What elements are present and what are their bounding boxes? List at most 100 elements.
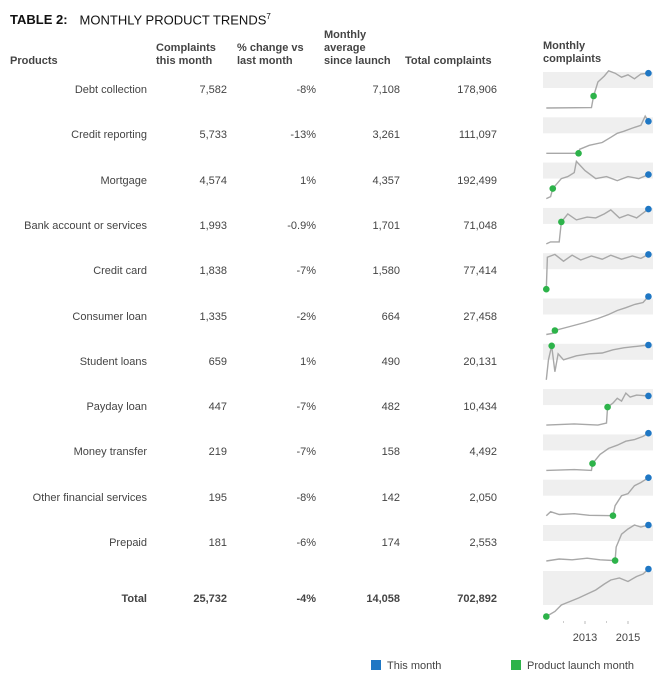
spark-line	[545, 568, 649, 618]
total-row: Total 25,732 -4% 14,058 702,892	[0, 593, 540, 613]
cell-total: 4,492	[469, 446, 497, 459]
cell-product: Prepaid	[109, 537, 147, 549]
spark-band	[543, 389, 653, 406]
launch-marker	[589, 460, 596, 467]
launch-marker	[543, 613, 550, 620]
cell-this-month: 219	[208, 446, 227, 459]
cell-this-month: 4,574	[199, 174, 227, 187]
cell-average: 3,261	[372, 129, 400, 142]
launch-marker	[611, 557, 619, 564]
this-month-marker	[645, 429, 652, 437]
launch-marker	[590, 92, 597, 100]
cell-change: 1%	[300, 174, 316, 187]
cell-total: 192,499	[457, 174, 497, 187]
launch-marker	[609, 512, 617, 519]
header-total: Total complaints	[405, 55, 492, 67]
h1: Monthly	[543, 40, 586, 52]
cell-change: -13%	[290, 129, 316, 142]
cell-product: Payday loan	[86, 401, 147, 414]
cell-change: -7%	[296, 446, 316, 459]
cell-change: -0.9%	[287, 219, 316, 232]
this-month-marker	[645, 69, 652, 77]
cell-total: 20,131	[463, 355, 497, 368]
this-month-marker	[645, 521, 652, 529]
cell-change: -2%	[296, 310, 316, 323]
title-text: MONTHLY PRODUCT TRENDS	[79, 12, 267, 28]
h2: this month	[156, 55, 213, 67]
footnote-ref: 7	[266, 12, 271, 21]
cell-change: -6%	[296, 537, 316, 549]
cell-this-month: 1,335	[199, 310, 227, 323]
cell-product: Other financial services	[32, 491, 147, 504]
this-month-marker	[645, 118, 652, 125]
cell-product: Money transfer	[73, 446, 147, 459]
legend-swatch-green	[511, 660, 521, 670]
cell-this-month: 5,733	[199, 129, 227, 142]
cell-average: 482	[381, 401, 400, 414]
spark-band	[543, 207, 653, 224]
this-month-marker	[645, 341, 652, 349]
table-row: Other financial services 195 -8% 142 2,050	[0, 492, 540, 512]
cell-total: 2,050	[469, 491, 497, 504]
this-month-marker	[645, 392, 652, 400]
cell-this-month: 447	[208, 401, 227, 414]
title-label: TABLE 2:	[10, 12, 68, 28]
spark-band	[543, 253, 653, 270]
cell-product: Credit reporting	[71, 129, 147, 142]
cell-product: Student loans	[79, 355, 147, 368]
launch-marker	[548, 342, 555, 350]
cell-product: Bank account or services	[24, 219, 147, 232]
legend-this-month: This month	[371, 660, 441, 672]
h2: last month	[237, 55, 293, 67]
table-row: Consumer loan 1,335 -2% 664 27,458	[0, 311, 540, 331]
cell-this-month: 1,838	[199, 265, 227, 278]
cell-total: 178,906	[457, 84, 497, 96]
cell-this-month: 181	[208, 537, 227, 549]
spark-band	[543, 162, 653, 179]
spark-line	[546, 524, 649, 562]
cell-average: 4,357	[372, 174, 400, 187]
cell-change: -4%	[296, 593, 316, 605]
spark-band	[543, 72, 653, 88]
spark-band	[543, 117, 653, 134]
spark-line	[545, 477, 649, 517]
cell-total: 10,434	[463, 401, 497, 414]
h2: average	[324, 42, 366, 54]
cell-product: Total	[121, 593, 147, 605]
spark-line	[546, 432, 649, 472]
cell-change: -7%	[296, 401, 316, 414]
table-row: Mortgage 4,574 1% 4,357 192,499	[0, 175, 540, 195]
cell-product: Mortgage	[100, 174, 147, 187]
cell-change: 1%	[300, 355, 316, 368]
table-row: Bank account or services 1,993 -0.9% 1,701 7…	[0, 220, 540, 240]
cell-this-month: 7,582	[199, 84, 227, 96]
table-row: Prepaid 181 -6% 174 2,553	[0, 537, 540, 557]
spark-line	[546, 114, 650, 155]
spark-line	[545, 253, 649, 290]
header-products: Products	[10, 55, 58, 67]
header-change: % change vs last month	[237, 42, 304, 68]
legend-swatch-blue	[371, 660, 381, 670]
launch-marker	[543, 285, 550, 293]
launch-marker	[549, 185, 557, 192]
cell-average: 14,058	[366, 593, 400, 605]
cell-total: 111,097	[458, 129, 497, 142]
header-spark: Monthly complaints	[543, 40, 601, 66]
this-month-marker	[645, 205, 652, 213]
table-title: TABLE 2: MONTHLY PRODUCT TRENDS7	[10, 12, 271, 27]
cell-product: Consumer loan	[72, 310, 147, 323]
cell-average: 158	[381, 446, 400, 459]
h1: Complaints	[156, 42, 216, 54]
spark-line	[546, 208, 649, 245]
legend-launch: Product launch month	[511, 660, 634, 672]
cell-this-month: 659	[208, 355, 227, 368]
cell-total: 702,892	[457, 593, 497, 605]
legend-label: This month	[387, 660, 442, 672]
cell-this-month: 195	[208, 491, 227, 504]
table-row: Credit card 1,838 -7% 1,580 77,414	[0, 265, 540, 285]
cell-total: 77,414	[463, 265, 497, 278]
cell-average: 664	[381, 310, 400, 323]
h1: Monthly	[324, 29, 367, 41]
